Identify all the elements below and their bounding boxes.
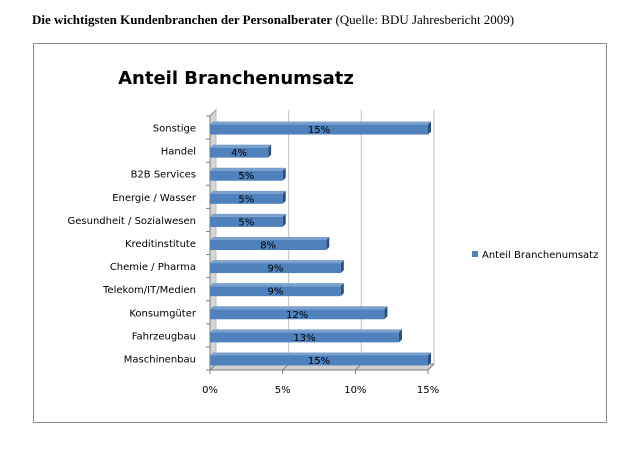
category-label: Sonstige (153, 124, 196, 135)
bar-end (384, 306, 388, 320)
category-label: Fahrzeugbau (132, 331, 196, 342)
data-label: 8% (260, 241, 276, 252)
bar-top (210, 260, 344, 264)
category-label: Chemie / Pharma (110, 262, 196, 273)
bar-end (340, 283, 344, 297)
bar-top (210, 306, 388, 310)
data-label: 5% (238, 171, 254, 182)
bar (210, 286, 341, 297)
x-tick-label: 15% (417, 385, 439, 396)
data-label: 9% (267, 287, 283, 298)
bar-end (428, 352, 431, 366)
data-label: 5% (238, 217, 254, 228)
bar-top (210, 121, 431, 125)
legend-swatch (472, 251, 478, 257)
bar-end (282, 190, 286, 204)
bar (210, 309, 385, 320)
bar-top (210, 352, 431, 356)
category-label: Konsumgüter (129, 308, 197, 319)
bar-end (428, 121, 431, 135)
data-label: 13% (293, 333, 315, 344)
data-label: 5% (238, 194, 254, 205)
legend: Anteil Branchenumsatz (472, 250, 598, 261)
bar (210, 124, 428, 135)
caption-source: (Quelle: BDU Jahresbericht 2009) (332, 12, 515, 27)
category-label: Energie / Wasser (112, 193, 197, 204)
bar-end (282, 213, 286, 227)
bar (210, 216, 283, 227)
bar-end (326, 237, 330, 250)
bar (210, 332, 399, 343)
caption-title: Die wichtigsten Kundenbranchen der Perso… (32, 12, 333, 27)
chart-svg: Anteil Branchenumsatz 0% 5% 10% 15% 15% Sonst… (68, 68, 599, 396)
data-label: 15% (308, 356, 330, 367)
data-label: 15% (308, 125, 330, 136)
bar-top (210, 283, 344, 287)
bar (210, 355, 428, 366)
category-label: Handel (161, 147, 196, 158)
bar (210, 193, 283, 204)
bar-end (340, 260, 344, 274)
legend-label: Anteil Branchenumsatz (482, 250, 598, 261)
category-label: Gesundheit / Sozialwesen (68, 216, 196, 227)
data-label: 4% (231, 148, 247, 159)
x-tick-label: 10% (344, 385, 366, 396)
bar-end (282, 167, 286, 181)
bar-top (210, 190, 286, 194)
bar-top (210, 213, 286, 217)
bar-top (210, 237, 330, 240)
data-label: 9% (267, 264, 283, 275)
chart-title: Anteil Branchenumsatz (118, 68, 354, 89)
x-tick-label: 0% (202, 385, 218, 396)
category-label: Maschinenbau (124, 354, 196, 365)
bar (210, 170, 283, 181)
bar (210, 263, 341, 274)
figure-caption: Die wichtigsten Kundenbranchen der Perso… (32, 12, 514, 28)
bar-top (210, 329, 402, 333)
chart-frame: Anteil Branchenumsatz 0% 5% 10% 15% 15% Sonst… (33, 43, 607, 423)
bar-top (210, 167, 286, 171)
gridline-floor (427, 363, 435, 371)
plot-area: 0% 5% 10% 15% 15% Sonstige 4% Handel 5% B2B Servi… (68, 108, 439, 396)
bar (210, 147, 269, 158)
data-label: 12% (286, 310, 308, 321)
bar-end (268, 144, 272, 158)
x-tick-label: 5% (275, 385, 291, 396)
bar-top (210, 144, 272, 148)
bar-end (398, 329, 402, 343)
category-label: B2B Services (131, 170, 196, 181)
bar (210, 240, 327, 250)
category-label: Kreditinstitute (125, 239, 196, 250)
category-label: Telekom/IT/Medien (102, 285, 196, 296)
